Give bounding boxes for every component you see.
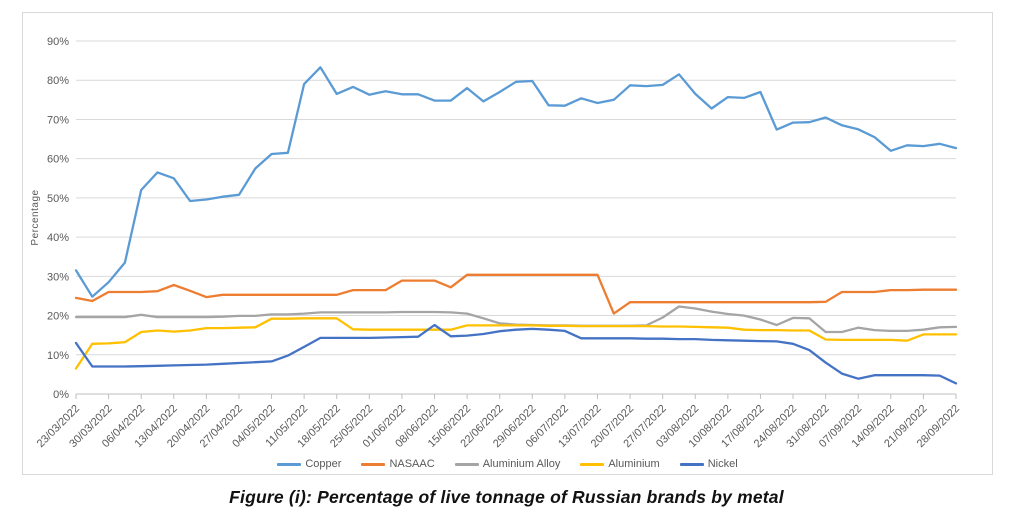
y-tick-label: 40% [47, 232, 69, 244]
chart-panel: 0% 10% 20% 30% 40% 50% 60% 70% 80% 90% 23/03/2022 3… [22, 12, 993, 475]
y-tick-label: 80% [47, 75, 69, 87]
legend-label-nasaac: NASAAC [389, 458, 435, 470]
y-tick-label: 60% [47, 154, 69, 166]
series-line-nickel [74, 323, 958, 385]
y-axis-title: Percentage [30, 189, 41, 245]
y-tick-label: 30% [47, 271, 69, 283]
legend-item-nasaac: NASAAC [361, 458, 435, 470]
chart-legend: Copper NASAAC Aluminium Alloy Aluminium Nick… [23, 458, 992, 470]
legend-label-aluminium-alloy: Aluminium Alloy [482, 458, 561, 470]
chart-canvas: 0%10%20%30%40%50%60%70%80%90%23/03/20223… [30, 36, 962, 450]
y-tick-label: 70% [47, 114, 69, 126]
legend-item-aluminium-alloy: Aluminium Alloy [454, 458, 561, 470]
y-tick-label: 0% [53, 389, 69, 401]
legend-swatch-aluminium-alloy [454, 462, 479, 466]
series-line-aluminium [74, 317, 958, 370]
legend-item-aluminium: Aluminium [580, 458, 660, 470]
legend-label-aluminium: Aluminium [608, 458, 660, 470]
legend-swatch-copper [277, 462, 302, 466]
legend-swatch-aluminium [580, 462, 605, 466]
legend-swatch-nasaac [361, 462, 386, 466]
legend-swatch-nickel [679, 462, 704, 466]
y-tick-label: 50% [47, 193, 69, 205]
y-tick-label: 10% [47, 350, 69, 362]
legend-item-nickel: Nickel [679, 458, 738, 470]
figure-caption: Figure (i): Percentage of live tonnage o… [229, 487, 784, 507]
y-tick-label: 90% [47, 36, 69, 48]
y-tick-label: 20% [47, 311, 69, 323]
series-line-copper [74, 66, 958, 298]
legend-label-nickel: Nickel [707, 458, 738, 470]
legend-label-copper: Copper [305, 458, 342, 470]
series-line-nasaac [74, 273, 958, 315]
legend-item-copper: Copper [277, 458, 341, 470]
